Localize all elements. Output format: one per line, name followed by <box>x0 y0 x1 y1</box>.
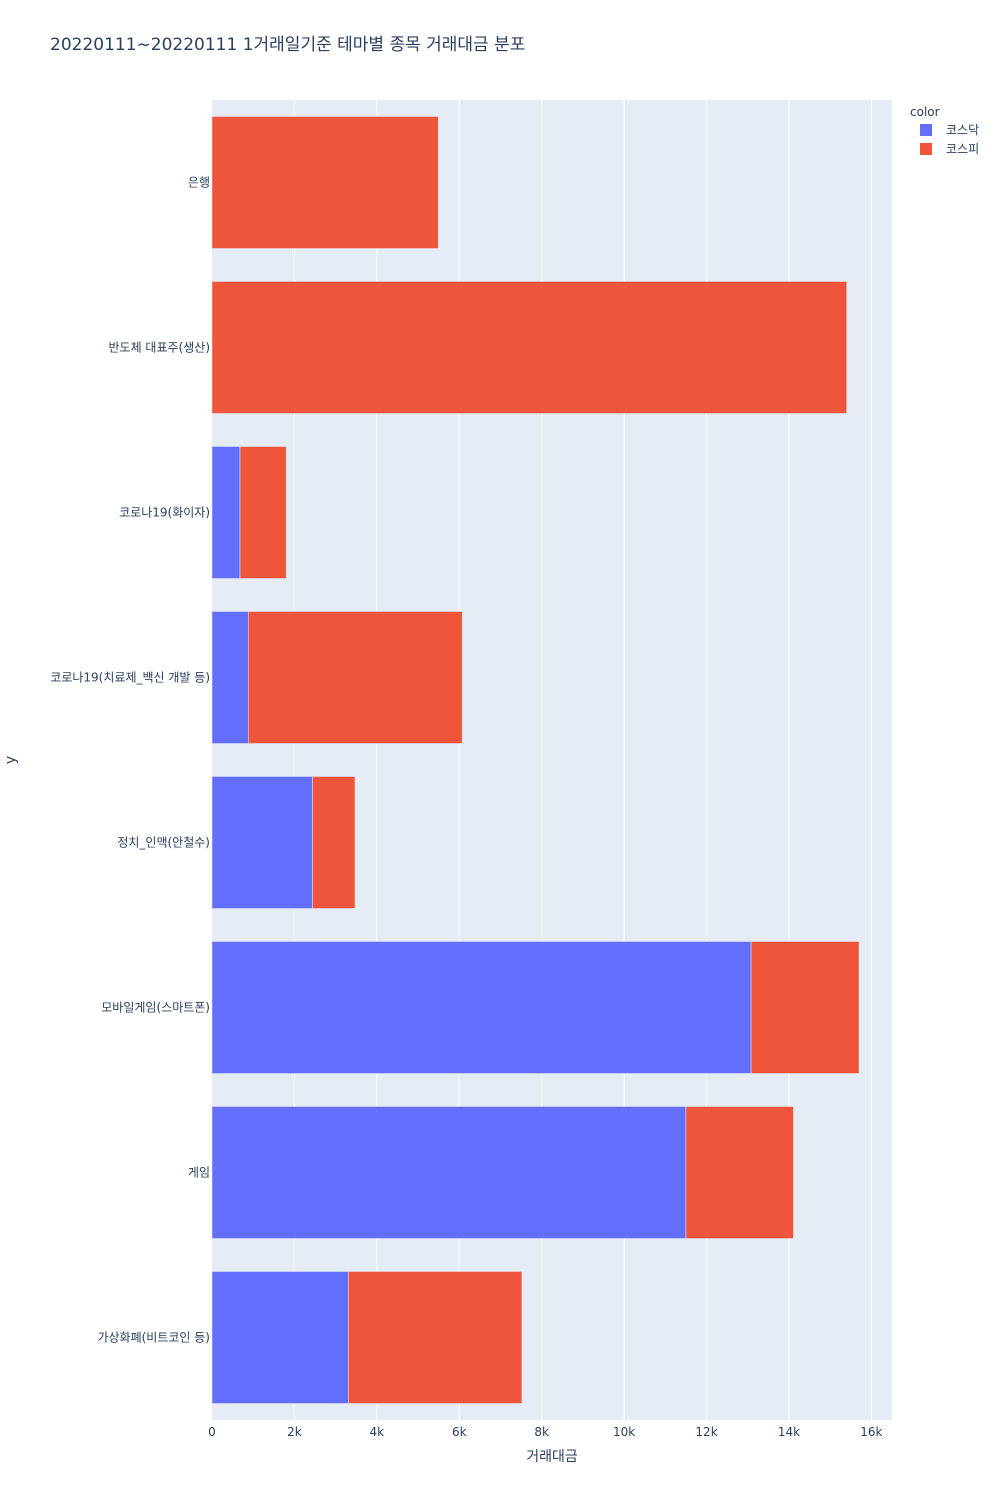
y-tick-label: 코로나19(치료제_백신 개발 등) <box>50 671 210 685</box>
bar-kospi[interactable] <box>348 1271 523 1404</box>
x-tick-label: 0 <box>208 1425 216 1439</box>
x-tick-label: 2k <box>287 1425 302 1439</box>
bar-kosdaq[interactable] <box>211 446 241 579</box>
bar-kosdaq[interactable] <box>211 611 249 744</box>
y-axis-title: y <box>3 756 19 764</box>
y-tick-label: 정치_인맥(안철수) <box>117 836 210 850</box>
x-tick-label: 16k <box>860 1425 882 1439</box>
chart-title: 20220111~20220111 1거래일기준 테마별 종목 거래대금 분포 <box>50 35 525 55</box>
y-tick-label: 코로나19(화이자) <box>119 506 210 520</box>
bar-kosdaq[interactable] <box>211 941 752 1074</box>
bar-kospi[interactable] <box>248 611 463 744</box>
bar-kospi[interactable] <box>239 446 287 579</box>
bar-kosdaq[interactable] <box>211 1106 687 1239</box>
bar-kospi[interactable] <box>312 776 356 909</box>
bar-kospi[interactable] <box>750 941 860 1074</box>
bar-kospi[interactable] <box>211 281 847 414</box>
bar-kosdaq[interactable] <box>211 776 313 909</box>
bar-kosdaq[interactable] <box>211 1271 349 1404</box>
y-tick-label: 반도체 대표주(생산) <box>109 341 211 355</box>
y-tick-label: 모바일게임(스마트폰) <box>101 1001 210 1015</box>
bar-kospi[interactable] <box>211 116 439 249</box>
y-tick-label: 게임 <box>188 1166 210 1180</box>
x-tick-label: 6k <box>452 1425 467 1439</box>
y-tick-label: 은행 <box>188 175 210 190</box>
x-tick-label: 14k <box>778 1425 800 1439</box>
legend-label[interactable]: 코스닥 <box>946 123 979 137</box>
x-axis-title: 거래대금 <box>526 1449 578 1465</box>
x-tick-label: 10k <box>613 1425 635 1439</box>
bars <box>211 116 860 1404</box>
x-tick-label: 12k <box>695 1425 717 1439</box>
legend-title: color <box>910 105 940 119</box>
y-tick-label: 가상화폐(비트코인 등) <box>97 1331 210 1345</box>
legend-swatch[interactable] <box>920 143 932 155</box>
legend-swatch[interactable] <box>920 124 932 136</box>
bar-kospi[interactable] <box>685 1106 794 1239</box>
x-tick-labels: 0 2k 4k 6k 8k 10k 12k 14k 16k <box>208 1425 882 1439</box>
x-tick-label: 8k <box>534 1425 549 1439</box>
legend-label[interactable]: 코스피 <box>946 142 979 156</box>
x-tick-label: 4k <box>370 1425 385 1439</box>
